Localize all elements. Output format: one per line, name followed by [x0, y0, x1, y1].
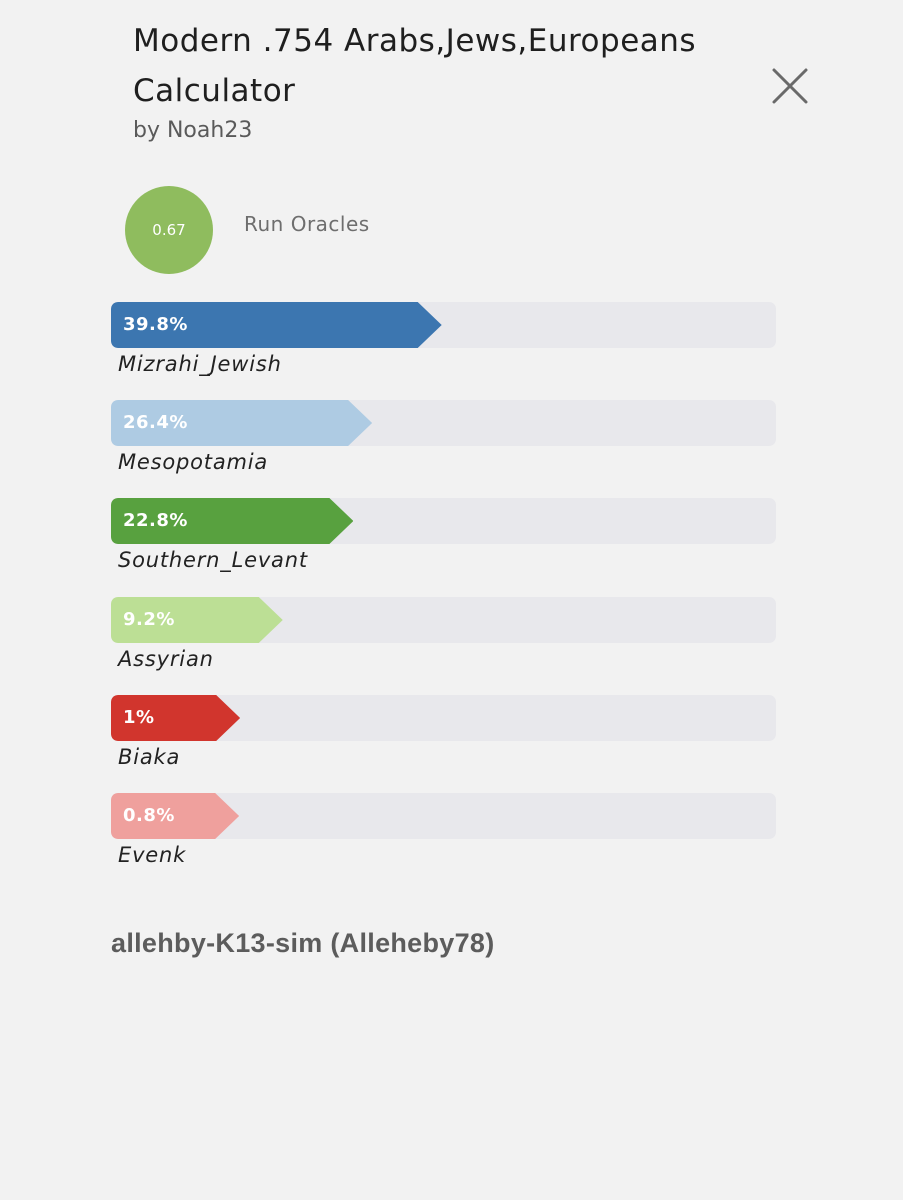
fit-score-badge: 0.67	[125, 186, 213, 274]
result-bar	[111, 596, 283, 643]
result-item-4: 1% Biaka	[111, 694, 776, 793]
page-title: Modern .754 Arabs,Jews,Europeans Calcula…	[133, 16, 753, 116]
title-line-2: Calculator	[133, 73, 296, 109]
fit-score-value: 0.67	[152, 221, 186, 239]
result-percent: 9.2%	[123, 608, 175, 630]
result-bar	[111, 694, 241, 741]
title-line-1: Modern .754 Arabs,Jews,Europeans	[133, 23, 697, 59]
result-item-5: 0.8% Evenk	[111, 792, 776, 891]
result-bar-fill	[111, 596, 283, 643]
result-item-2: 22.8% Southern_Levant	[111, 498, 776, 596]
result-bar	[111, 498, 354, 545]
score-row: 0.67 Run Oracles	[125, 186, 370, 274]
result-item-1: 26.4% Mesopotamia	[111, 400, 776, 498]
result-percent: 39.8%	[123, 314, 188, 335]
result-item-0: 39.8% Mizrahi_Jewish	[111, 302, 776, 400]
result-bar	[111, 302, 442, 348]
result-label: Biaka	[118, 744, 181, 769]
result-bar	[111, 792, 240, 839]
result-bar	[111, 400, 373, 447]
result-label: Southern_Levant	[118, 548, 308, 573]
result-label: Mesopotamia	[118, 450, 269, 475]
result-bar-fill	[111, 302, 442, 348]
result-item-3: 9.2% Assyrian	[111, 596, 776, 695]
close-button[interactable]	[770, 66, 810, 106]
result-percent: 22.8%	[123, 510, 188, 532]
results-list: 39.8% Mizrahi_Jewish 26.4% Mesopotamia 2…	[111, 302, 776, 891]
close-icon	[772, 68, 808, 104]
run-oracles-button[interactable]: Run Oracles	[244, 212, 370, 236]
result-bar-fill	[111, 498, 354, 545]
calculator-header: Modern .754 Arabs,Jews,Europeans Calcula…	[133, 16, 753, 143]
result-percent: 26.4%	[123, 412, 188, 434]
result-bar-fill	[111, 400, 373, 447]
result-bar-fill	[111, 792, 240, 839]
result-bar-fill	[111, 694, 241, 741]
result-label: Evenk	[118, 842, 187, 867]
result-percent: 0.8%	[123, 804, 175, 826]
model-credit: allehby-K13-sim (Alleheby78)	[111, 928, 495, 958]
result-label: Assyrian	[118, 646, 214, 671]
result-label: Mizrahi_Jewish	[118, 352, 282, 376]
author-credit: by Noah23	[133, 118, 253, 143]
result-percent: 1%	[123, 706, 155, 728]
